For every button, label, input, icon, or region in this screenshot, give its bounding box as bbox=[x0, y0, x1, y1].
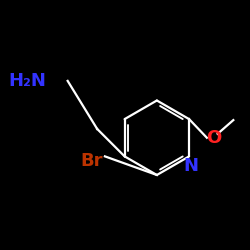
Text: O: O bbox=[206, 129, 221, 147]
Text: H₂N: H₂N bbox=[8, 72, 46, 90]
Text: Br: Br bbox=[80, 152, 102, 170]
Text: N: N bbox=[184, 157, 198, 175]
